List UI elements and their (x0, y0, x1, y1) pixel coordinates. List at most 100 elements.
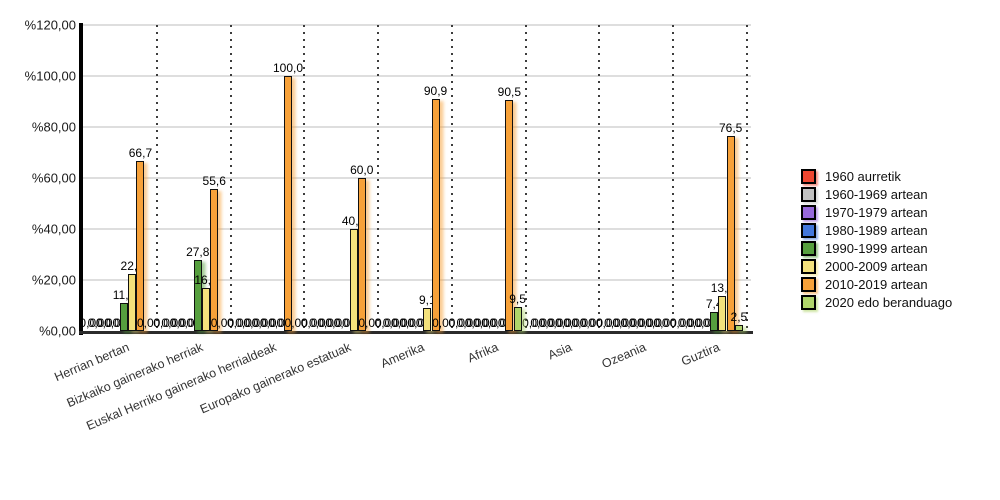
bar-value-label: 27,8 (186, 245, 210, 259)
bar (128, 274, 137, 331)
bar-zero-label: 0,00 (653, 316, 677, 330)
bar-zero-label: 0,00 (390, 316, 415, 330)
bar-zero-label: 0,00 (628, 316, 653, 330)
bar-zero-label: 0,00 (300, 316, 325, 330)
legend-swatch-icon (801, 241, 816, 256)
y-gridline (83, 24, 751, 26)
bar-zero-label: 0,00 (382, 316, 407, 330)
legend-label: 1960-1969 artean (825, 187, 928, 202)
bar-value-label: 66,7 (128, 146, 153, 160)
bar-zero-label: 0,00 (358, 316, 382, 330)
bar-value-label: 90,5 (497, 85, 522, 99)
category-separator-line (524, 25, 527, 331)
bar-zero-label: 0,00 (546, 316, 571, 330)
bar-zero-label: 0,00 (472, 316, 497, 330)
legend-label: 2000-2009 artean (825, 259, 928, 274)
y-axis-tick-label: %100,00 (24, 68, 76, 84)
bar-zero-label: 0,00 (530, 316, 554, 330)
bar-zero-label: 0,00 (432, 316, 456, 330)
legend-swatch-icon (801, 223, 816, 238)
y-gridline (83, 126, 751, 128)
bar-zero-label: 0,00 (210, 316, 235, 330)
legend-swatch-icon (801, 277, 816, 292)
category-separator-line (377, 25, 380, 331)
bar-zero-label: 0,00 (669, 316, 694, 330)
bar-zero-label: 0,00 (595, 316, 620, 330)
bar-zero-label: 0,00 (399, 316, 423, 330)
bar (734, 325, 743, 331)
legend-item: 1960 aurretik (801, 169, 952, 184)
bar-value-label: 2,5 (730, 310, 748, 324)
bar-zero-label: 0,00 (374, 316, 398, 330)
legend-swatch-icon (801, 187, 816, 202)
bar-zero-label: 0,00 (317, 316, 341, 330)
chart-legend: 1960 aurretik 1960-1969 artean 1970-1979 a… (801, 169, 952, 310)
bar-zero-label: 0,00 (612, 316, 636, 330)
bar-zero-label: 0,00 (571, 316, 595, 330)
legend-swatch-icon (801, 169, 816, 184)
bar (431, 99, 440, 331)
bar (284, 76, 292, 331)
bar-zero-label: 0,00 (481, 316, 505, 330)
bar-zero-label: 0,00 (251, 316, 276, 330)
bar (513, 307, 522, 331)
bar-zero-label: 0,00 (284, 316, 308, 330)
y-gridline (83, 75, 751, 77)
category-separator-line (598, 25, 601, 331)
legend-item: 1970-1979 artean (801, 205, 952, 220)
bar-zero-label: 0,00 (153, 316, 177, 330)
bar-zero-label: 0,00 (161, 316, 185, 330)
category-label: Guztira (679, 340, 722, 369)
bar-zero-label: 0,00 (636, 316, 661, 330)
bar-zero-label: 0,00 (235, 316, 259, 330)
legend-item: 1990-1999 artean (801, 241, 952, 256)
y-axis (79, 23, 83, 335)
category-separator-line (672, 25, 675, 331)
y-gridline (83, 279, 751, 281)
legend-label: 1980-1989 artean (825, 223, 928, 238)
bar-value-label: 90,9 (423, 84, 448, 98)
legend-item: 2010-2019 artean (801, 277, 952, 292)
category-separator-line (155, 25, 158, 331)
bar-zero-label: 0,00 (325, 316, 349, 330)
bar-zero-label: 0,00 (579, 316, 604, 330)
y-axis-tick-label: %60,00 (31, 170, 76, 186)
legend-item: 1980-1989 artean (801, 223, 952, 238)
category-label: Asia (546, 340, 575, 363)
bar (202, 288, 210, 331)
bar-zero-label: 0,00 (563, 316, 587, 330)
legend-swatch-icon (801, 205, 816, 220)
bar (505, 100, 514, 331)
bar-zero-label: 0,00 (136, 316, 161, 330)
bar (710, 312, 719, 331)
y-axis-tick-label: %0,00 (39, 323, 76, 339)
x-axis (79, 331, 753, 334)
bar (349, 229, 358, 331)
y-gridline (83, 228, 751, 230)
bar-zero-label: 0,00 (464, 316, 489, 330)
category-label: Amerika (378, 340, 427, 371)
bar-zero-label: 0,00 (677, 316, 702, 330)
legend-label: 2010-2019 artean (825, 277, 928, 292)
bar-value-label: 55,6 (202, 174, 226, 188)
category-separator-line (450, 25, 453, 331)
y-axis-tick-label: %40,00 (31, 221, 76, 237)
category-label: Ozeania (599, 340, 648, 372)
bar-zero-label: 0,00 (79, 316, 103, 330)
bar (423, 308, 432, 331)
bar-zero-label: 0,00 (87, 316, 112, 330)
y-axis-tick-label: %20,00 (31, 272, 76, 288)
bar-value-label: 100,0 (272, 61, 304, 75)
legend-swatch-icon (801, 295, 816, 310)
legend-item: 2000-2009 artean (801, 259, 952, 274)
bar-zero-label: 0,00 (448, 316, 472, 330)
bar-zero-label: 0,00 (456, 316, 480, 330)
bar (718, 296, 727, 331)
y-axis-tick-label: %120,00 (24, 17, 76, 33)
bar-value-label: 60,0 (350, 163, 374, 177)
legend-label: 1970-1979 artean (825, 205, 928, 220)
bar (120, 303, 128, 331)
bar-zero-label: 0,00 (645, 316, 669, 330)
bar-zero-label: 0,00 (538, 316, 562, 330)
